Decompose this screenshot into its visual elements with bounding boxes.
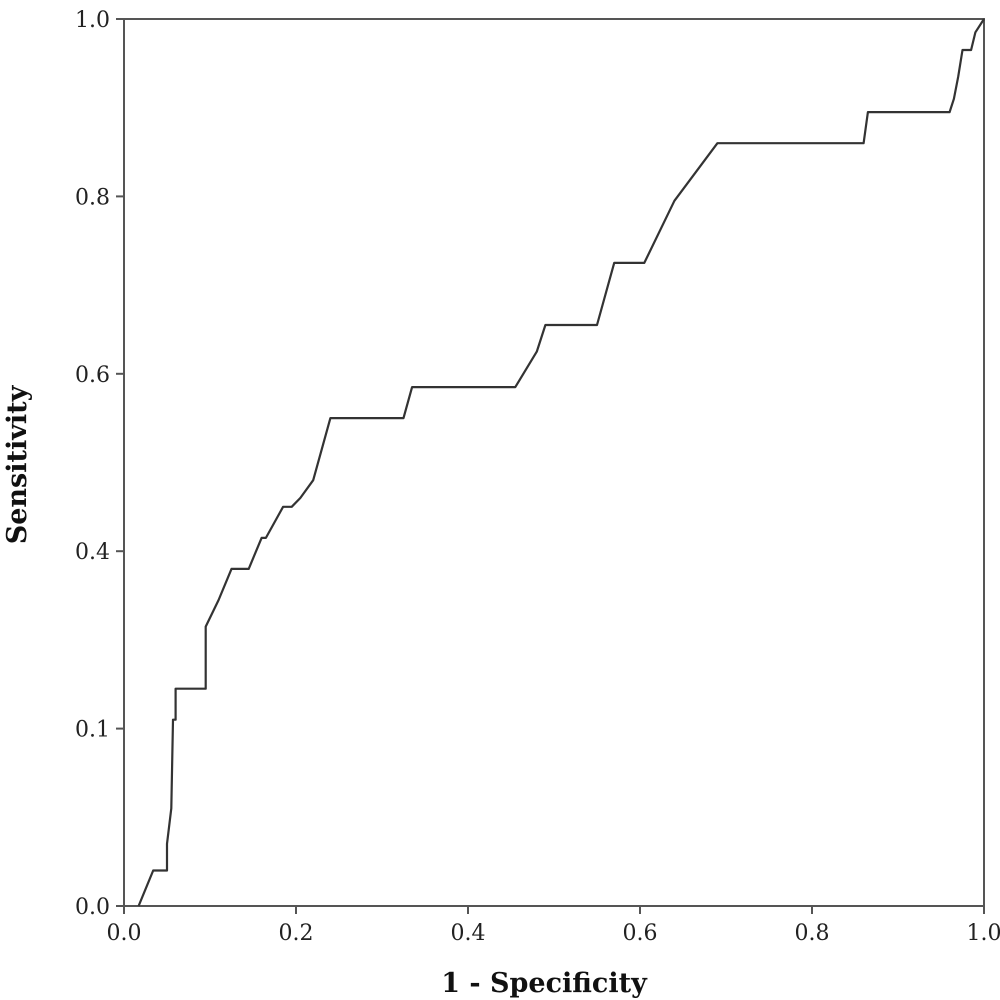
plot-border — [123, 18, 985, 907]
x-tick-label: 0.4 — [451, 921, 486, 946]
x-tick-label: 1.0 — [967, 921, 1000, 946]
y-tick-label: 0.1 — [75, 718, 110, 743]
y-tick-label: 0.6 — [75, 363, 110, 388]
y-axis-title: Sensitivity — [2, 384, 33, 544]
x-axis: 0.0 0.2 0.4 0.6 0.8 1.0 — [107, 906, 1000, 946]
x-axis-title: 1 - Specificity — [441, 968, 648, 999]
x-tick-label: 0.2 — [279, 921, 314, 946]
roc-curve-line — [137, 18, 985, 907]
x-tick-label: 0.6 — [623, 921, 658, 946]
plot-frame — [123, 18, 985, 907]
y-tick-label: 0.4 — [75, 540, 110, 565]
y-tick-label: 1.0 — [75, 8, 110, 33]
x-tick-label: 0.0 — [107, 921, 142, 946]
y-tick-label: 0.8 — [75, 185, 110, 210]
series-layer — [137, 18, 985, 907]
y-tick-label: 0.0 — [75, 895, 110, 920]
x-tick-label: 0.8 — [795, 921, 830, 946]
y-axis: 0.0 0.1 0.4 0.6 0.8 1.0 — [75, 8, 124, 920]
